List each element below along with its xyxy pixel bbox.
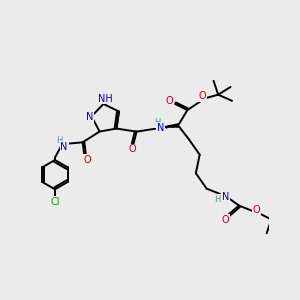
Text: N: N	[61, 142, 68, 152]
Text: NH: NH	[98, 94, 112, 103]
Polygon shape	[164, 124, 178, 127]
Text: O: O	[221, 215, 229, 225]
Text: H: H	[56, 136, 63, 145]
Text: O: O	[198, 91, 206, 101]
Text: N: N	[86, 112, 94, 122]
Text: O: O	[166, 96, 173, 106]
Text: N: N	[157, 123, 164, 133]
Text: O: O	[83, 155, 91, 165]
Text: O: O	[129, 144, 136, 154]
Text: O: O	[253, 205, 260, 215]
Text: Cl: Cl	[50, 196, 60, 207]
Text: H: H	[154, 118, 161, 127]
Text: N: N	[222, 192, 230, 202]
Text: H: H	[214, 195, 220, 204]
